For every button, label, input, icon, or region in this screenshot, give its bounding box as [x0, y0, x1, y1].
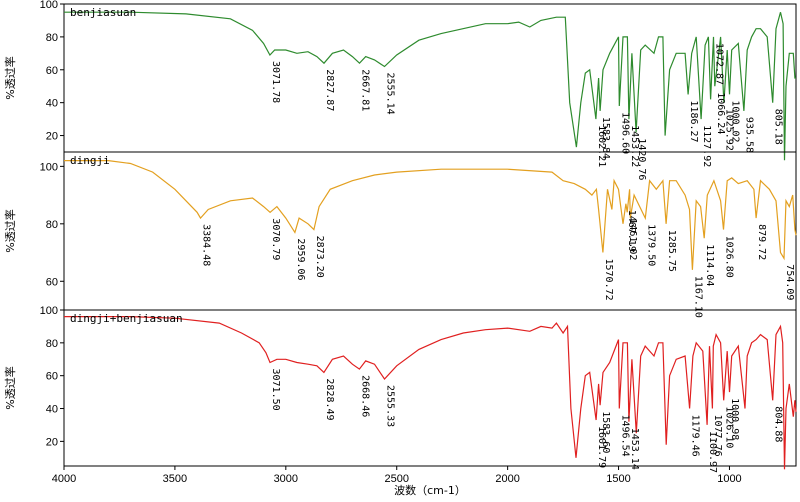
peak-label: 1496.60	[619, 112, 630, 154]
y-tick-label: 60	[46, 371, 58, 383]
panel-frame	[63, 309, 797, 467]
panel-dingji: 60 80 100 %透过率 dingji 3384.48 3070.79 2959.06 28…	[3, 151, 797, 318]
peak-label: 3384.48	[201, 224, 212, 266]
peak-label: 1026.10	[724, 406, 735, 448]
peak-label: 935.58	[744, 117, 755, 153]
peak-label: 1496.54	[619, 415, 630, 457]
peak-label: 1025.92	[724, 109, 735, 151]
peak-label: 879.72	[756, 224, 767, 260]
panel-frame	[63, 3, 797, 153]
peak-label: 805.18	[773, 109, 784, 145]
peak-label: 2555.33	[385, 385, 396, 427]
peak-label: 1583.60	[600, 411, 611, 453]
peak-label: 1453.14	[629, 428, 640, 470]
y-tick-label: 100	[40, 0, 58, 11]
panel-dingji+benjiasuan: 20 40 60 80 100 %透过率 dingji+benjiasuan 3071.50 2…	[3, 305, 797, 473]
peak-label: 804.88	[773, 406, 784, 442]
series-line	[64, 11, 796, 161]
peak-label: 1000.98	[729, 398, 740, 440]
peak-label: 1186.27	[688, 100, 699, 142]
x-tick-label: 3000	[274, 473, 298, 485]
y-tick-label: 40	[46, 404, 58, 416]
x-axis-label: 波数（cm-1）	[394, 484, 466, 497]
peak-label: 2668.46	[359, 375, 370, 417]
peak-label: 2667.81	[360, 69, 371, 111]
peak-label: 3071.50	[270, 369, 281, 411]
peak-label: 3070.79	[270, 218, 281, 260]
peak-label: 1167.10	[692, 276, 703, 318]
peak-label: 1602.21	[596, 125, 607, 167]
peak-label: 1379.50	[645, 224, 656, 266]
y-tick-label: 80	[46, 338, 58, 350]
peak-label: 1420.76	[636, 138, 647, 180]
y-axis-label: %透过率	[3, 366, 17, 409]
peak-label: 2873.20	[314, 236, 325, 278]
y-tick-label: 20	[46, 436, 58, 448]
x-axis: 4000 3500 3000 2500 2000 1500 1000 波数（cm-1）	[52, 466, 742, 497]
peak-label: 1077.76	[712, 415, 723, 457]
peak-label: 1570.72	[603, 259, 614, 301]
peak-label: 1601.79	[596, 426, 607, 468]
x-tick-label: 2500	[384, 473, 408, 485]
x-tick-label: 4000	[52, 473, 76, 485]
peak-label: 1127.92	[701, 125, 712, 167]
peak-label: 1583.84	[600, 117, 611, 159]
peak-label: 2827.87	[324, 69, 335, 111]
panel-benjiasuan: 20 40 60 80 100 %透过率 benjiasuan 3071.78 2827.87 2…	[3, 0, 797, 180]
x-tick-label: 2000	[495, 473, 519, 485]
x-tick-label: 1000	[717, 473, 741, 485]
y-tick-label: 100	[40, 305, 58, 317]
y-tick-label: 60	[46, 65, 58, 77]
series-name: dingji+benjiasuan	[70, 312, 183, 325]
peak-label: 1100.97	[707, 431, 718, 473]
peak-label: 1461.02	[627, 218, 638, 260]
peak-label: 3071.78	[270, 61, 281, 103]
series-name: benjiasuan	[70, 6, 136, 19]
series-line	[64, 316, 797, 470]
panel-frame	[63, 151, 797, 311]
peak-label: 1285.75	[666, 230, 677, 272]
peak-label: 754.09	[784, 264, 795, 300]
peak-label: 1467.19	[626, 210, 637, 252]
y-tick-label: 40	[46, 98, 58, 110]
x-tick-label: 3500	[163, 473, 187, 485]
y-tick-label: 80	[46, 219, 58, 231]
peak-label: 1179.46	[690, 415, 701, 457]
peak-label: 2828.49	[324, 378, 335, 420]
series-name: dingji	[70, 154, 110, 167]
peak-label: 1026.80	[724, 236, 735, 278]
series-line	[64, 160, 797, 270]
peak-label: 2555.14	[385, 73, 396, 115]
y-tick-label: 20	[46, 131, 58, 143]
x-tick-label: 1500	[606, 473, 630, 485]
y-axis-label: %透过率	[3, 209, 17, 252]
peak-label: 1066.24	[715, 92, 726, 134]
peak-label: 1453.22	[629, 125, 640, 167]
peak-label: 1114.04	[704, 244, 715, 286]
peak-label: 1072.87	[713, 43, 724, 85]
y-tick-label: 100	[40, 161, 58, 173]
peak-label: 1000.02	[730, 100, 741, 142]
y-tick-label: 60	[46, 276, 58, 288]
peak-label: 2959.06	[295, 238, 306, 280]
y-axis-label: %透过率	[3, 56, 17, 99]
y-tick-label: 80	[46, 32, 58, 44]
